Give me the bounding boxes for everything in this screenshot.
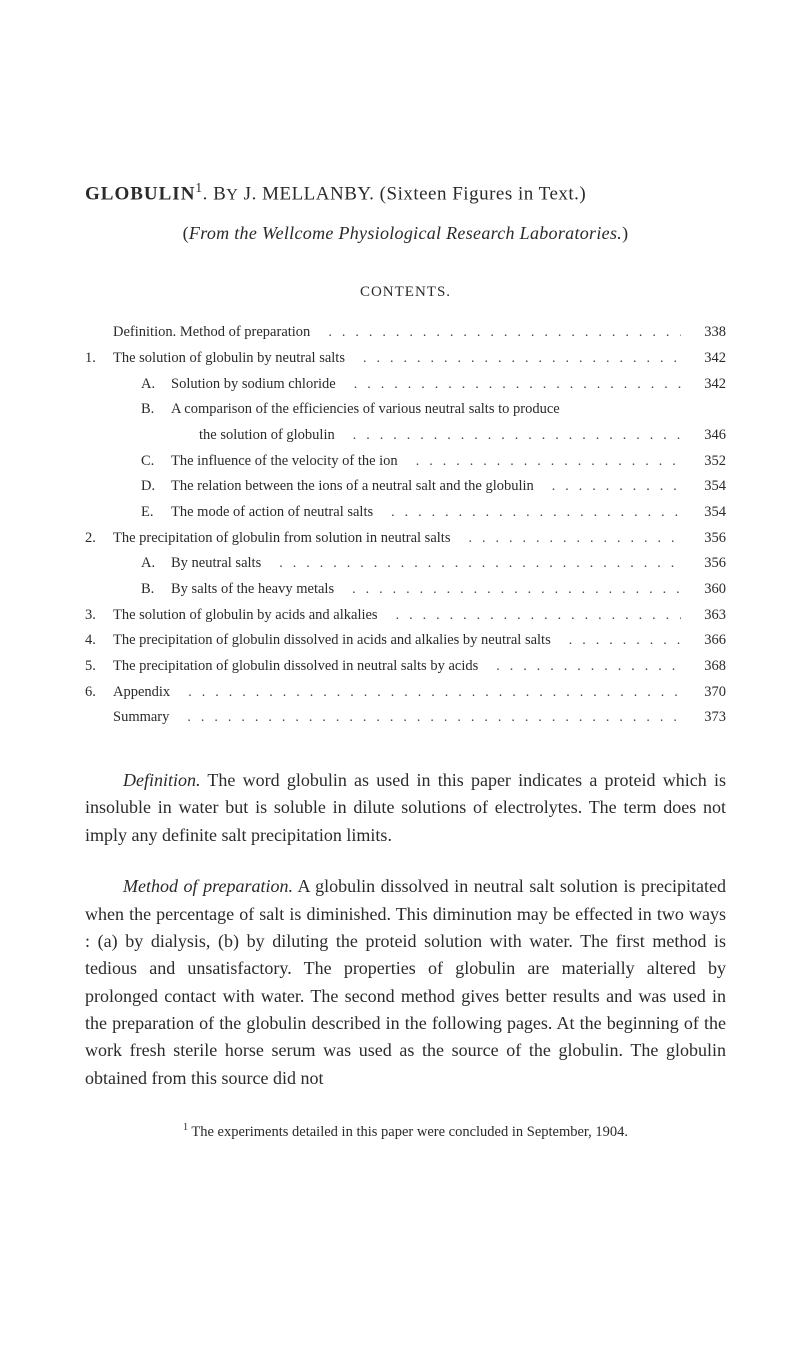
toc-dots: ........................................… bbox=[310, 322, 681, 344]
toc-number: 1. bbox=[85, 347, 113, 369]
toc-text: The influence of the velocity of the ion bbox=[171, 450, 398, 472]
toc-page: 338 bbox=[681, 321, 726, 343]
para1-lead: Definition. bbox=[123, 770, 201, 790]
title-sup: 1 bbox=[195, 180, 202, 195]
contents-header: CONTENTS. bbox=[85, 284, 726, 301]
toc-dots: ........................................… bbox=[373, 502, 681, 524]
toc-page: 356 bbox=[681, 552, 726, 574]
footnote: 1 The experiments detailed in this paper… bbox=[85, 1122, 726, 1141]
toc-dots: ........................................… bbox=[345, 348, 681, 370]
toc-row: 6.Appendix..............................… bbox=[85, 681, 726, 704]
toc-letter: D. bbox=[141, 475, 171, 497]
title-author: J. MELLANBY. bbox=[238, 183, 374, 204]
subtitle-close: ) bbox=[622, 223, 628, 243]
toc-row: 1.The solution of globulin by neutral sa… bbox=[85, 347, 726, 370]
toc-dots: ........................................… bbox=[478, 656, 681, 678]
toc-dots: ........................................… bbox=[334, 579, 681, 601]
toc-dots: ........................................… bbox=[551, 630, 681, 652]
toc-letter: B. bbox=[141, 398, 171, 420]
toc-dots: ........................................… bbox=[336, 374, 681, 396]
toc-dots: ........................................… bbox=[261, 553, 681, 575]
toc-text: The relation between the ions of a neutr… bbox=[171, 475, 534, 497]
toc-row: 4.The precipitation of globulin dissolve… bbox=[85, 629, 726, 652]
toc-row: A.By neutral salts......................… bbox=[85, 552, 726, 575]
toc-text: The solution of globulin by neutral salt… bbox=[113, 347, 345, 369]
toc-text: Appendix bbox=[113, 681, 170, 703]
title-after: . B bbox=[203, 183, 227, 204]
subtitle-ital: From the Wellcome Physiological Research… bbox=[189, 223, 622, 243]
toc-row: C.The influence of the velocity of the i… bbox=[85, 450, 726, 473]
toc-row: Definition. Method of preparation.......… bbox=[85, 321, 726, 344]
toc-row: E.The mode of action of neutral salts...… bbox=[85, 501, 726, 524]
toc-text: The precipitation of globulin dissolved … bbox=[113, 629, 551, 651]
toc-row: B.By salts of the heavy metals..........… bbox=[85, 578, 726, 601]
toc-row: D.The relation between the ions of a neu… bbox=[85, 475, 726, 498]
toc-page: 360 bbox=[681, 578, 726, 600]
toc-row: 5.The precipitation of globulin dissolve… bbox=[85, 655, 726, 678]
toc-page: 363 bbox=[681, 604, 726, 626]
toc-row: 2.The precipitation of globulin from sol… bbox=[85, 527, 726, 550]
toc-number: 4. bbox=[85, 629, 113, 651]
toc-page: 373 bbox=[681, 706, 726, 728]
toc-row: B.A comparison of the efficiencies of va… bbox=[85, 398, 726, 420]
toc-letter: E. bbox=[141, 501, 171, 523]
toc-number: 3. bbox=[85, 604, 113, 626]
title-rest: (Sixteen Figures in Text.) bbox=[374, 183, 586, 204]
toc-row: the solution of globulin................… bbox=[85, 424, 726, 447]
toc-text: By salts of the heavy metals bbox=[171, 578, 334, 600]
toc-page: 346 bbox=[681, 424, 726, 446]
toc-text: Definition. Method of preparation bbox=[113, 321, 310, 343]
toc-dots: ........................................… bbox=[169, 707, 681, 729]
toc-number: 5. bbox=[85, 655, 113, 677]
toc-page: 366 bbox=[681, 629, 726, 651]
toc-page: 342 bbox=[681, 373, 726, 395]
toc-text: Summary bbox=[113, 706, 169, 728]
subtitle: (From the Wellcome Physiological Researc… bbox=[85, 223, 726, 244]
toc-number: 6. bbox=[85, 681, 113, 703]
toc-letter: A. bbox=[141, 373, 171, 395]
toc-dots: ........................................… bbox=[378, 605, 681, 627]
toc-dots: ........................................… bbox=[170, 682, 681, 704]
toc-dots: ........................................… bbox=[450, 528, 681, 550]
toc-text: By neutral salts bbox=[171, 552, 261, 574]
toc-letter: B. bbox=[141, 578, 171, 600]
footnote-text: The experiments detailed in this paper w… bbox=[188, 1124, 628, 1140]
toc-page: 352 bbox=[681, 450, 726, 472]
toc-number: 2. bbox=[85, 527, 113, 549]
para2-lead: Method of preparation. bbox=[123, 876, 293, 896]
toc-text: A comparison of the efficiencies of vari… bbox=[171, 398, 560, 420]
toc-text: The precipitation of globulin dissolved … bbox=[113, 655, 478, 677]
toc-text: Solution by sodium chloride bbox=[171, 373, 336, 395]
title-smallcaps: Y bbox=[226, 186, 238, 203]
paragraph-definition: Definition. The word globulin as used in… bbox=[85, 767, 726, 849]
paragraph-method: Method of preparation. A globulin dissol… bbox=[85, 873, 726, 1092]
toc-page: 342 bbox=[681, 347, 726, 369]
toc-page: 370 bbox=[681, 681, 726, 703]
toc-text: The precipitation of globulin from solut… bbox=[113, 527, 450, 549]
title-line: GLOBULIN1. BY J. MELLANBY. (Sixteen Figu… bbox=[85, 180, 726, 205]
toc-text: The mode of action of neutral salts bbox=[171, 501, 373, 523]
toc-page: 354 bbox=[681, 501, 726, 523]
toc: Definition. Method of preparation.......… bbox=[85, 321, 726, 729]
toc-dots: ........................................… bbox=[398, 451, 681, 473]
toc-page: 368 bbox=[681, 655, 726, 677]
toc-page: 356 bbox=[681, 527, 726, 549]
toc-row: Summary.................................… bbox=[85, 706, 726, 729]
toc-row: 3.The solution of globulin by acids and … bbox=[85, 604, 726, 627]
title-main: GLOBULIN bbox=[85, 183, 195, 204]
toc-dots: ........................................… bbox=[335, 425, 681, 447]
toc-letter: C. bbox=[141, 450, 171, 472]
toc-page: 354 bbox=[681, 475, 726, 497]
toc-row: A.Solution by sodium chloride...........… bbox=[85, 373, 726, 396]
toc-text: The solution of globulin by acids and al… bbox=[113, 604, 378, 626]
para2-body: A globulin dissolved in neutral salt sol… bbox=[85, 876, 726, 1088]
toc-dots: ........................................… bbox=[534, 476, 681, 498]
toc-text: the solution of globulin bbox=[199, 424, 335, 446]
toc-letter: A. bbox=[141, 552, 171, 574]
